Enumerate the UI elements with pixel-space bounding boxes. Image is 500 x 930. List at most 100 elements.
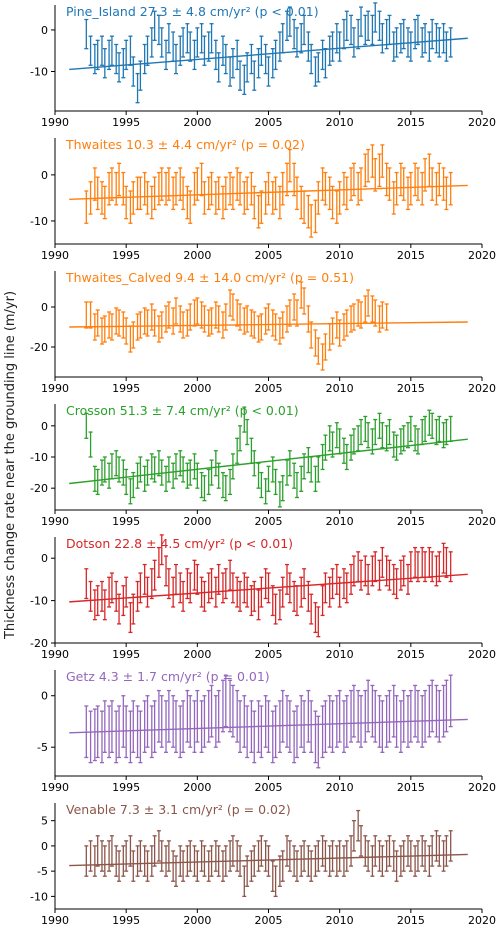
error-bar	[159, 27, 164, 58]
error-bar	[138, 456, 143, 483]
error-bar	[415, 14, 420, 46]
y-tick-label: -5	[37, 865, 48, 878]
error-bar	[273, 313, 278, 341]
error-bar	[384, 555, 389, 587]
x-tick-label: 2000	[183, 914, 211, 927]
error-bar	[398, 845, 403, 877]
error-bar	[356, 551, 361, 583]
error-bar	[171, 576, 176, 608]
error-bar	[320, 705, 325, 759]
error-bar	[149, 845, 154, 877]
error-bar	[366, 563, 371, 595]
chart-panel: 1990 1995 2000 2005 2010 2015 2020 -10 0 Thwaites…	[30, 137, 496, 262]
error-bar	[423, 415, 428, 443]
error-bar	[349, 835, 354, 867]
error-bar	[138, 840, 143, 872]
error-bar	[228, 171, 233, 206]
error-bar	[164, 171, 169, 206]
error-bar	[252, 185, 257, 220]
error-bar	[164, 700, 169, 753]
trend-line	[69, 184, 468, 200]
x-tick-label: 2005	[255, 515, 283, 528]
error-bar	[242, 307, 247, 335]
error-bar	[121, 459, 126, 486]
error-bar	[171, 31, 176, 62]
error-bar	[277, 317, 282, 345]
error-bar	[330, 700, 335, 753]
error-bar	[102, 456, 107, 483]
error-bar	[299, 845, 304, 877]
error-bar	[206, 468, 211, 496]
error-bar	[185, 185, 190, 220]
error-bar	[152, 559, 157, 591]
error-bar	[294, 176, 299, 211]
error-bar	[178, 572, 183, 604]
error-bar	[230, 572, 235, 604]
error-bar	[413, 425, 418, 452]
error-bar	[263, 568, 268, 600]
x-tick-label: 2005	[255, 249, 283, 262]
chart-panel: 1990 1995 2000 2005 2010 2015 2020 -10 0 Pine_Isl…	[30, 2, 496, 129]
error-bar	[99, 317, 104, 345]
error-bar	[128, 835, 133, 867]
error-bar	[124, 317, 129, 345]
y-tick-label: 0	[41, 24, 48, 37]
error-bar	[121, 311, 126, 339]
x-tick-label: 2000	[183, 382, 211, 395]
error-bar	[420, 171, 425, 206]
error-bar	[242, 695, 247, 748]
error-bar	[195, 689, 200, 743]
error-bar	[135, 313, 140, 341]
error-bar	[334, 422, 339, 449]
chart-panel: 1990 1995 2000 2005 2010 2015 2020 -5 0 Getz 4.3 …	[37, 669, 496, 794]
error-bar	[173, 297, 178, 325]
error-bar	[245, 576, 250, 608]
error-bar	[88, 35, 93, 66]
error-bar	[405, 422, 410, 449]
trend-line	[69, 37, 468, 71]
error-bar	[277, 481, 282, 508]
error-bar	[434, 171, 439, 206]
error-bar	[128, 602, 133, 634]
error-bar	[277, 855, 282, 887]
error-bar	[216, 176, 221, 211]
error-bar	[448, 551, 453, 583]
error-bar	[124, 576, 129, 608]
error-bar	[195, 27, 200, 58]
error-bar	[370, 845, 375, 877]
error-bar	[363, 689, 368, 743]
error-bar	[427, 153, 432, 188]
error-bar	[366, 289, 371, 317]
error-bar	[270, 181, 275, 215]
error-bar	[135, 580, 140, 612]
error-bar	[124, 185, 129, 220]
error-bar	[166, 689, 171, 743]
error-bar	[156, 689, 161, 743]
error-bar	[242, 865, 247, 898]
error-bar	[159, 311, 164, 339]
error-bar	[398, 559, 403, 591]
error-bar	[356, 689, 361, 743]
error-bar	[427, 845, 432, 877]
x-tick-label: 2010	[326, 116, 354, 129]
error-bar	[316, 181, 321, 215]
panel-title: Pine_Island 27.3 ± 4.8 cm/yr² (p < 0.01)	[66, 4, 319, 19]
error-bar	[171, 695, 176, 748]
error-bar	[259, 313, 264, 341]
error-bar	[408, 31, 413, 62]
error-bar	[373, 299, 378, 327]
error-bar	[351, 303, 356, 331]
x-tick-label: 2010	[326, 914, 354, 927]
error-bar	[309, 321, 314, 349]
error-bar	[263, 840, 268, 872]
panels-group: 1990 1995 2000 2005 2010 2015 2020 -10 0 Pine_Isl…	[30, 2, 496, 927]
error-bar	[238, 425, 243, 452]
error-bar	[306, 446, 311, 474]
error-bar	[341, 845, 346, 877]
error-bar	[149, 27, 154, 58]
error-bar	[423, 158, 428, 192]
error-bar	[299, 465, 304, 492]
error-bar	[263, 181, 268, 215]
error-bar	[213, 840, 218, 872]
error-bar	[206, 850, 211, 882]
